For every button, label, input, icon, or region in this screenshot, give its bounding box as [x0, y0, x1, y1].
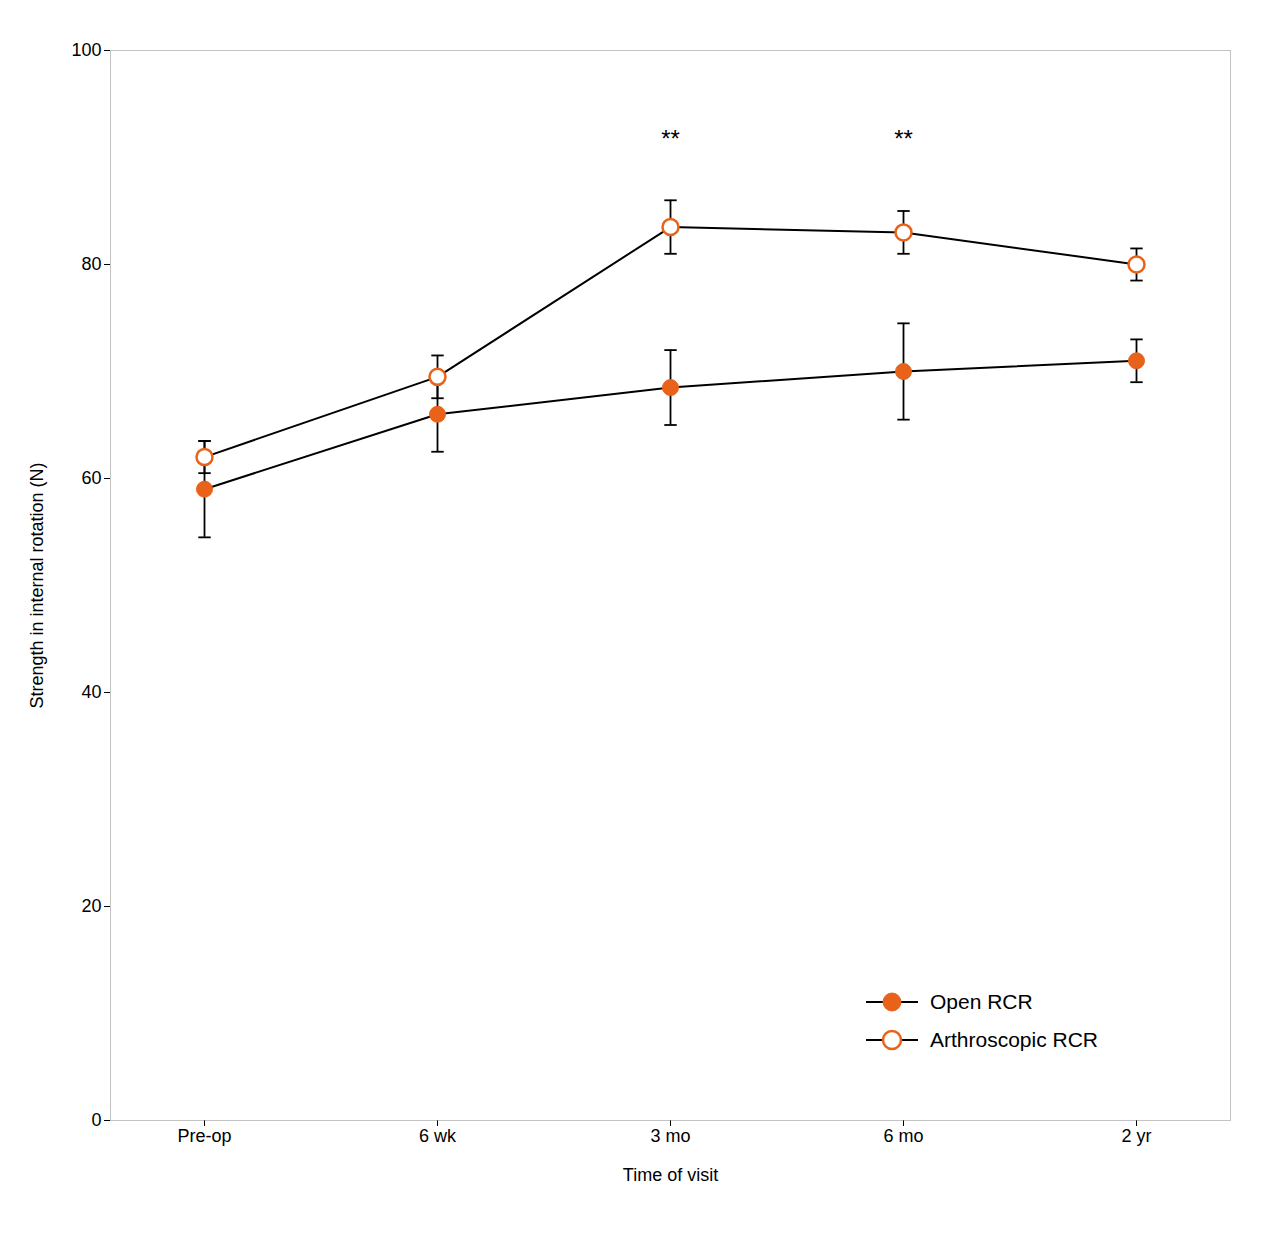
svg-text:60: 60: [81, 468, 101, 488]
svg-text:Time of visit: Time of visit: [623, 1165, 718, 1185]
svg-text:**: **: [894, 125, 913, 152]
svg-text:**: **: [661, 125, 680, 152]
html-text:Arthroscopic RCR: Arthroscopic RCR: [930, 1028, 1098, 1051]
svg-text:6 wk: 6 wk: [419, 1126, 457, 1146]
svg-text:Pre-op: Pre-op: [177, 1126, 231, 1146]
svg-text:Strength in internal rotation: Strength in internal rotation (N): [27, 462, 47, 708]
svg-text:2 yr: 2 yr: [1121, 1126, 1151, 1146]
svg-text:0: 0: [91, 1110, 101, 1130]
svg-text:3 mo: 3 mo: [650, 1126, 690, 1146]
svg-text:40: 40: [81, 682, 101, 702]
svg-text:80: 80: [81, 254, 101, 274]
svg-text:100: 100: [71, 40, 101, 60]
svg-text:6 mo: 6 mo: [883, 1126, 923, 1146]
html-text:Open RCR: Open RCR: [930, 990, 1033, 1013]
svg-text:20: 20: [81, 896, 101, 916]
